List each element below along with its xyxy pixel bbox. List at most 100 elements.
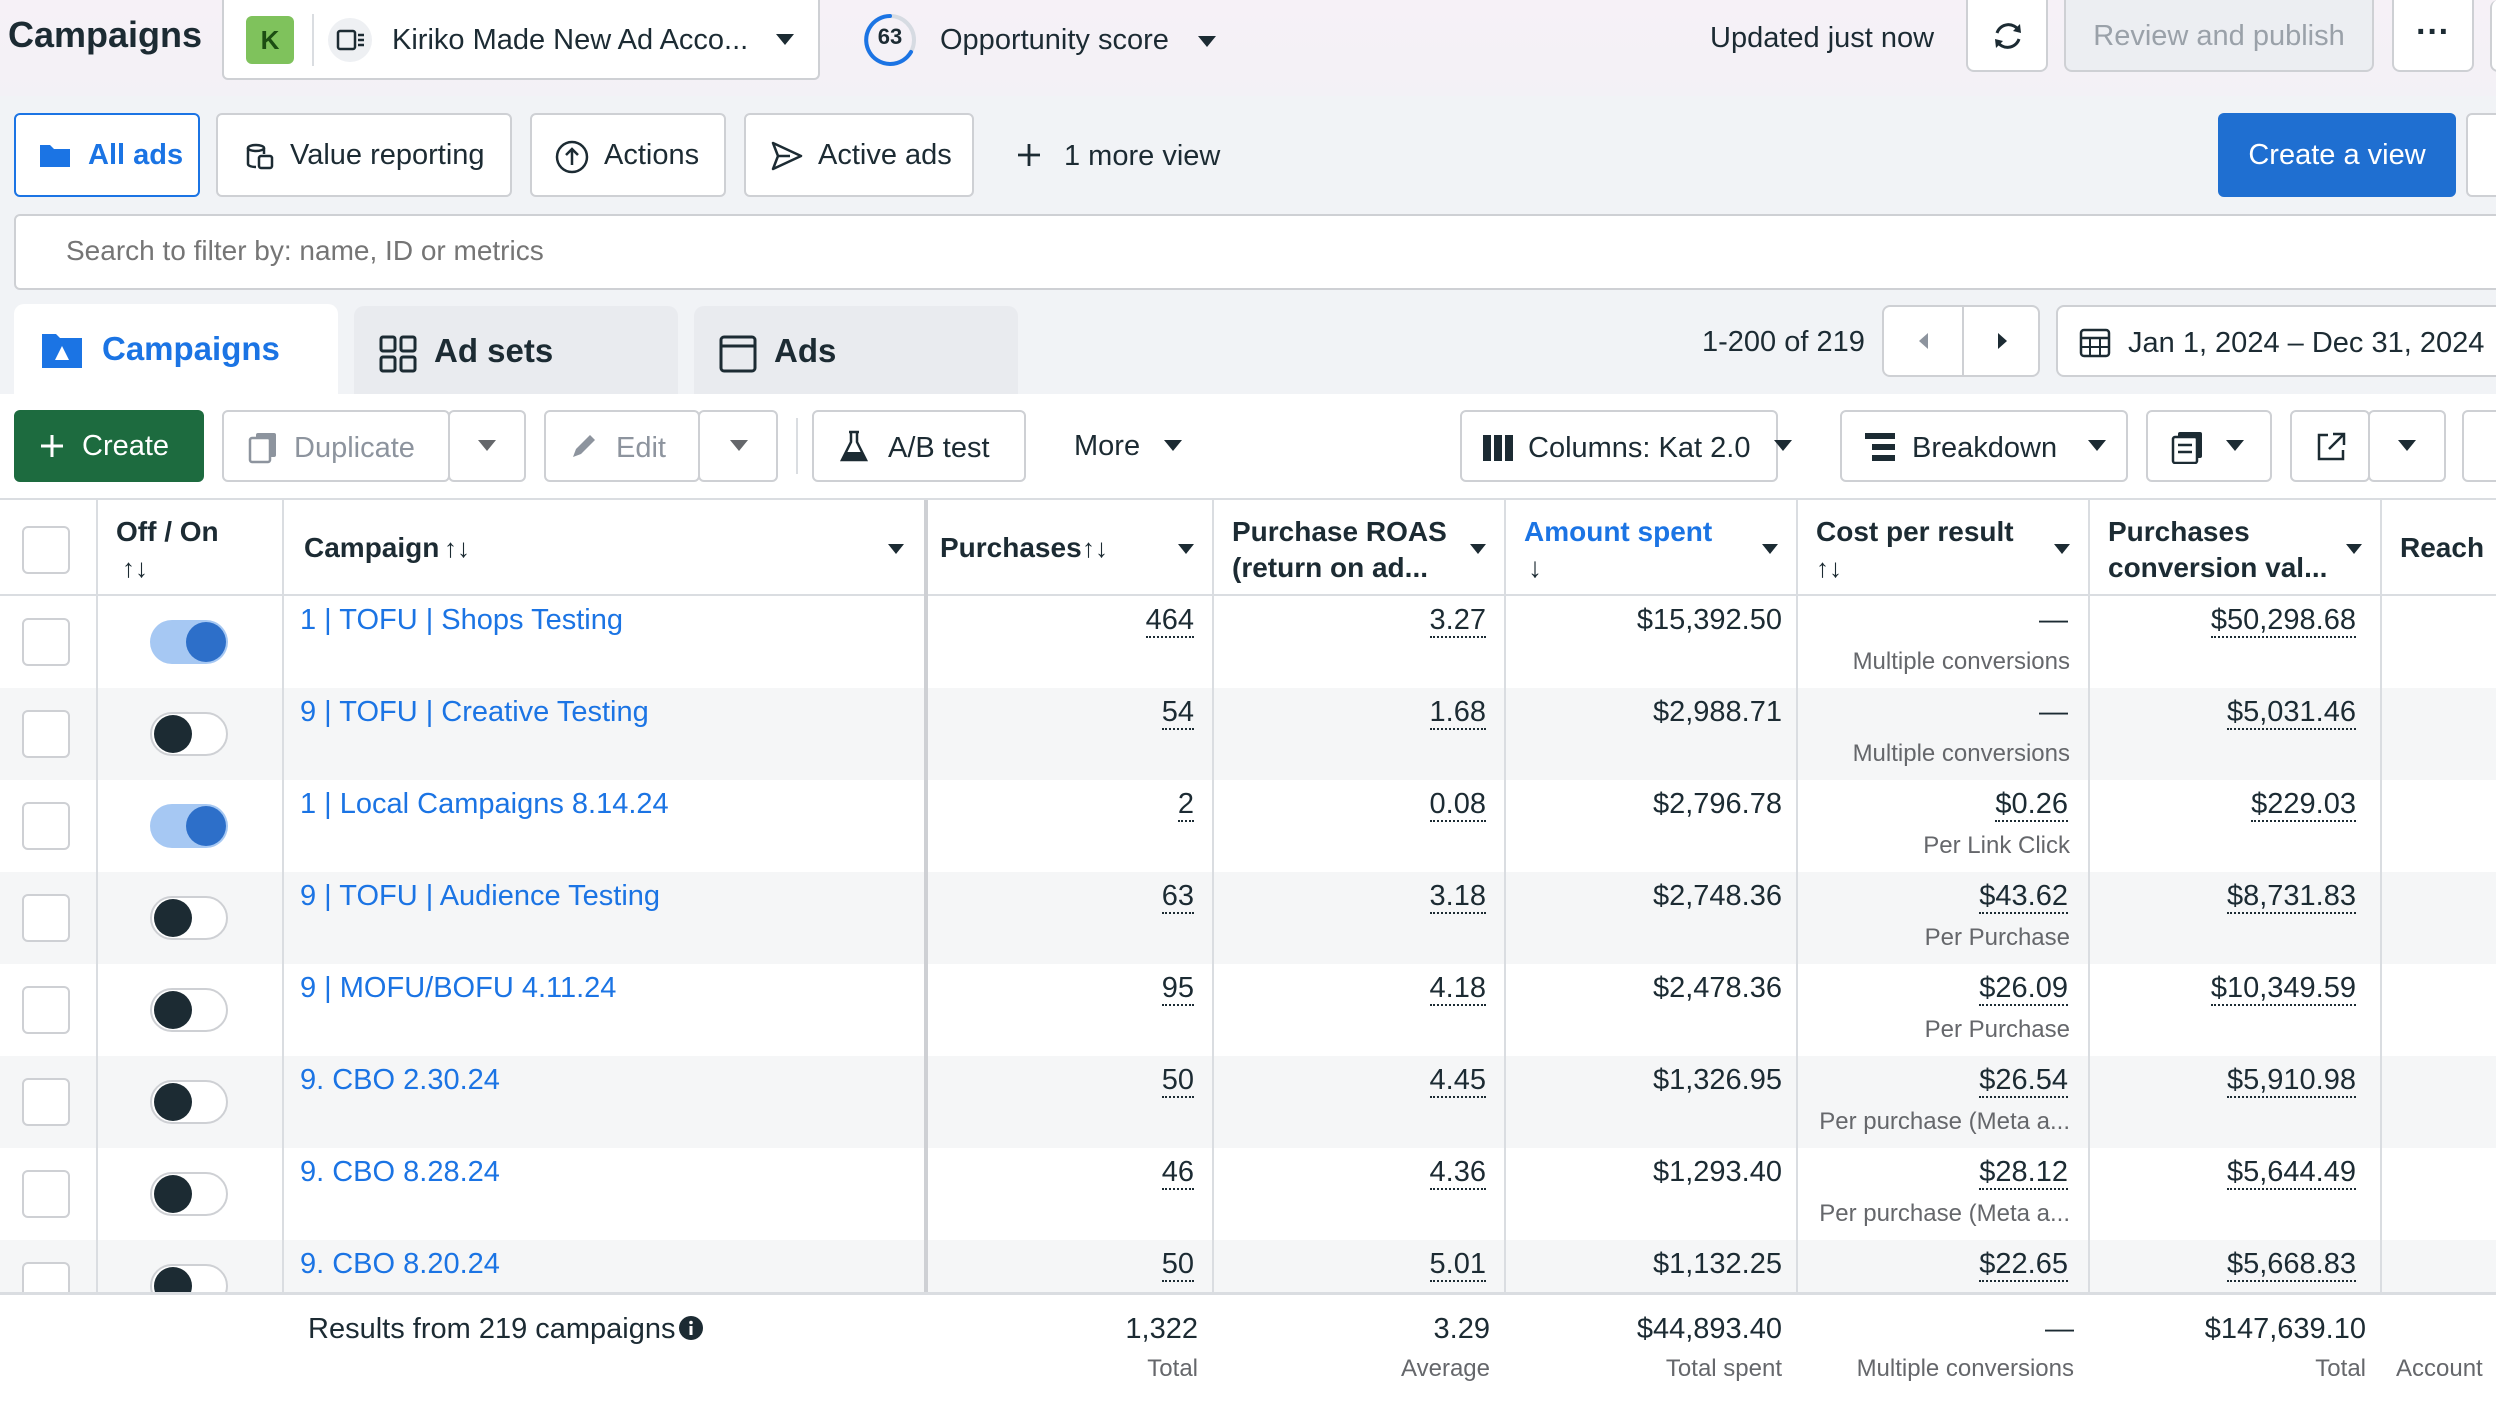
- cost-per-result-value[interactable]: $0.26: [1995, 788, 2068, 822]
- cost-per-result-value[interactable]: $28.12: [1979, 1156, 2068, 1190]
- account-selector[interactable]: K Kiriko Made New Ad Acco...: [222, 0, 820, 80]
- conversion-value[interactable]: $8,731.83: [2226, 880, 2356, 914]
- more-options-button[interactable]: ···: [2392, 0, 2474, 72]
- roas-value[interactable]: 1.68: [1429, 696, 1486, 730]
- roas-value[interactable]: 3.27: [1429, 604, 1486, 638]
- column-header-purchases[interactable]: Purchases ↑↓: [926, 500, 1212, 596]
- table-row[interactable]: 9. CBO 8.28.24 46 4.36 $1,293.40 $28.12 Per p…: [0, 1148, 2496, 1240]
- table-row[interactable]: 9 | TOFU | Audience Testing 63 3.18 $2,748.…: [0, 872, 2496, 964]
- conversion-value[interactable]: $10,349.59: [2210, 972, 2356, 1006]
- export-button[interactable]: [2290, 410, 2370, 482]
- purchases-value[interactable]: 50: [1161, 1064, 1194, 1098]
- cost-per-result-value[interactable]: $22.65: [1979, 1248, 2068, 1282]
- export-dropdown-button[interactable]: [2368, 410, 2446, 482]
- duplicate-dropdown-button[interactable]: [448, 410, 526, 482]
- campaign-name-link[interactable]: 9. CBO 2.30.24: [300, 1064, 500, 1096]
- roas-value[interactable]: 5.01: [1429, 1248, 1486, 1282]
- tab-ads[interactable]: Ads: [694, 306, 1018, 394]
- row-checkbox[interactable]: [22, 1078, 70, 1126]
- side-panel-button[interactable]: [2490, 0, 2496, 72]
- campaign-name-link[interactable]: 9 | MOFU/BOFU 4.11.24: [300, 972, 617, 1004]
- roas-value[interactable]: 4.36: [1429, 1156, 1486, 1190]
- table-row[interactable]: 9 | MOFU/BOFU 4.11.24 95 4.18 $2,478.36 $26.…: [0, 964, 2496, 1056]
- view-tab-active-ads[interactable]: Active ads: [744, 113, 974, 197]
- roas-value[interactable]: 3.18: [1429, 880, 1486, 914]
- row-checkbox[interactable]: [22, 894, 70, 942]
- campaign-name-link[interactable]: 1 | Local Campaigns 8.14.24: [300, 788, 669, 820]
- tab-ad-sets[interactable]: Ad sets: [354, 306, 678, 394]
- duplicate-button[interactable]: Duplicate: [222, 410, 450, 482]
- table-row[interactable]: 9 | TOFU | Creative Testing 54 1.68 $2,988.…: [0, 688, 2496, 780]
- roas-value[interactable]: 4.45: [1429, 1064, 1486, 1098]
- campaign-toggle[interactable]: [150, 1264, 228, 1292]
- table-row[interactable]: 1 | Local Campaigns 8.14.24 2 0.08 $2,796.7…: [0, 780, 2496, 872]
- column-header-off-on[interactable]: Off / On ↑↓: [96, 500, 282, 596]
- row-checkbox[interactable]: [22, 802, 70, 850]
- purchases-value[interactable]: 95: [1161, 972, 1194, 1006]
- edit-dropdown-button[interactable]: [698, 410, 778, 482]
- campaign-toggle[interactable]: [150, 988, 228, 1032]
- campaign-toggle[interactable]: [150, 712, 228, 756]
- campaign-toggle[interactable]: [150, 620, 228, 664]
- breakdown-button[interactable]: Breakdown: [1840, 410, 2128, 482]
- create-button[interactable]: Create: [14, 410, 204, 482]
- edit-button[interactable]: Edit: [544, 410, 700, 482]
- search-bar[interactable]: [14, 214, 2496, 290]
- column-header-purchase-roas[interactable]: Purchase ROAS (return on ad...: [1212, 500, 1504, 596]
- campaign-name-link[interactable]: 9. CBO 8.20.24: [300, 1248, 500, 1280]
- cost-per-result-value[interactable]: $43.62: [1979, 880, 2068, 914]
- roas-value[interactable]: 4.18: [1429, 972, 1486, 1006]
- refresh-button[interactable]: [1966, 0, 2048, 72]
- next-page-button[interactable]: [1964, 307, 2040, 375]
- conversion-value[interactable]: $5,668.83: [2226, 1248, 2356, 1282]
- cost-per-result-value[interactable]: $26.54: [1979, 1064, 2068, 1098]
- purchases-value[interactable]: 464: [1145, 604, 1194, 638]
- campaign-toggle[interactable]: [150, 804, 228, 848]
- purchases-value[interactable]: 50: [1161, 1248, 1194, 1282]
- review-publish-button[interactable]: Review and publish: [2064, 0, 2374, 72]
- column-header-amount-spent[interactable]: Amount spent ↓: [1504, 500, 1796, 596]
- reports-button[interactable]: [2146, 410, 2272, 482]
- campaign-toggle[interactable]: [150, 1080, 228, 1124]
- campaign-toggle[interactable]: [150, 896, 228, 940]
- roas-value[interactable]: 0.08: [1429, 788, 1486, 822]
- conversion-value[interactable]: $229.03: [2251, 788, 2356, 822]
- view-settings-button[interactable]: [2466, 113, 2496, 197]
- campaign-name-link[interactable]: 9. CBO 8.28.24: [300, 1156, 500, 1188]
- table-row[interactable]: 1 | TOFU | Shops Testing 464 3.27 $15,392.5…: [0, 596, 2496, 688]
- toolbar-overflow-button[interactable]: [2462, 410, 2496, 482]
- previous-page-button[interactable]: [1884, 307, 1962, 375]
- columns-button[interactable]: Columns: Kat 2.0: [1460, 410, 1792, 482]
- create-view-button[interactable]: Create a view: [2218, 113, 2456, 197]
- row-checkbox[interactable]: [22, 710, 70, 758]
- campaign-toggle[interactable]: [150, 1172, 228, 1216]
- info-icon[interactable]: [678, 1315, 704, 1341]
- view-tab-all-ads[interactable]: All ads: [14, 113, 200, 197]
- row-checkbox[interactable]: [22, 1262, 70, 1292]
- purchases-value[interactable]: 54: [1161, 696, 1194, 730]
- purchases-value[interactable]: 46: [1161, 1156, 1194, 1190]
- date-range-picker[interactable]: Jan 1, 2024 – Dec 31, 2024: [2056, 305, 2496, 377]
- purchases-value[interactable]: 63: [1161, 880, 1194, 914]
- campaign-name-link[interactable]: 9 | TOFU | Audience Testing: [300, 880, 661, 912]
- tab-campaigns[interactable]: Campaigns: [14, 304, 338, 394]
- select-all-checkbox[interactable]: [22, 526, 70, 574]
- conversion-value[interactable]: $5,910.98: [2226, 1064, 2356, 1098]
- view-tab-value-reporting[interactable]: Value reporting: [216, 113, 512, 197]
- campaign-name-link[interactable]: 1 | TOFU | Shops Testing: [300, 604, 623, 636]
- row-checkbox[interactable]: [22, 986, 70, 1034]
- column-header-campaign[interactable]: Campaign ↑↓: [282, 500, 926, 596]
- conversion-value[interactable]: $50,298.68: [2210, 604, 2356, 638]
- view-tab-actions[interactable]: Actions: [530, 113, 726, 197]
- row-checkbox[interactable]: [22, 618, 70, 666]
- table-row[interactable]: 9. CBO 8.20.24 50 5.01 $1,132.25 $22.65 $5,66…: [0, 1240, 2496, 1292]
- purchases-value[interactable]: 2: [1177, 788, 1194, 822]
- ab-test-button[interactable]: A/B test: [812, 410, 1026, 482]
- row-checkbox[interactable]: [22, 1170, 70, 1218]
- campaign-name-link[interactable]: 9 | TOFU | Creative Testing: [300, 696, 649, 728]
- table-row[interactable]: 9. CBO 2.30.24 50 4.45 $1,326.95 $26.54 Per p…: [0, 1056, 2496, 1148]
- column-header-reach[interactable]: Reach: [2380, 500, 2496, 596]
- search-input[interactable]: [64, 234, 1264, 268]
- column-header-conversion-value[interactable]: Purchases conversion val...: [2088, 500, 2380, 596]
- cost-per-result-value[interactable]: $26.09: [1979, 972, 2068, 1006]
